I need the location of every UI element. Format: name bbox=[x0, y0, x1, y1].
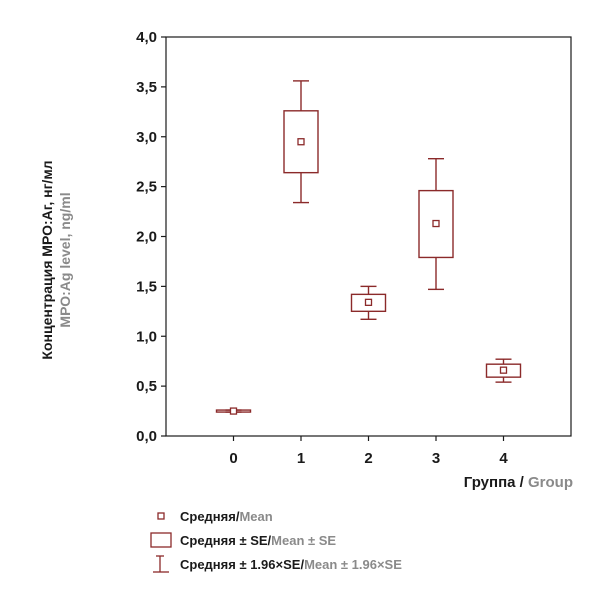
x-tick-label: 2 bbox=[364, 450, 372, 467]
legend-label-ru: Средняя bbox=[180, 508, 236, 524]
mean-marker bbox=[364, 298, 373, 306]
x-tick-label: 4 bbox=[499, 450, 508, 467]
legend-item-se: Средняя ± SE / Mean ± SE bbox=[148, 528, 402, 552]
legend-item-ci: Средняя ± 1.96×SE / Mean ± 1.96×SE bbox=[148, 552, 402, 576]
se-box bbox=[418, 189, 454, 259]
x-axis-label-sep: / bbox=[515, 474, 528, 491]
x-axis-label-en: Group bbox=[528, 474, 573, 491]
se-box bbox=[485, 363, 522, 378]
se-box bbox=[283, 110, 319, 174]
y-tick-label: 2,5 bbox=[136, 179, 157, 196]
x-tick-label: 1 bbox=[297, 450, 305, 467]
y-tick-label: 0,5 bbox=[136, 378, 157, 395]
mean-marker bbox=[229, 407, 238, 415]
legend-label-en: Mean ± SE bbox=[271, 532, 337, 548]
mean-marker bbox=[297, 138, 305, 146]
mean-marker bbox=[499, 366, 508, 374]
se-box-icon bbox=[150, 532, 172, 548]
y-tick-label: 1,5 bbox=[136, 278, 157, 295]
se-box bbox=[350, 293, 387, 313]
y-axis-label-en: МРО:Ag level, ng/ml bbox=[57, 192, 73, 327]
legend-label-sep: / bbox=[300, 556, 305, 572]
legend-label-en: Mean bbox=[239, 508, 273, 524]
y-tick-label: 3,0 bbox=[136, 129, 157, 146]
legend-item-mean: Средняя / Mean bbox=[148, 504, 402, 528]
legend-label-sep: / bbox=[235, 508, 240, 524]
x-axis-label-ru: Группа bbox=[464, 474, 516, 491]
y-tick-label: 3,5 bbox=[136, 79, 157, 96]
x-tick-label: 0 bbox=[229, 450, 237, 467]
y-tick-label: 2,0 bbox=[136, 229, 157, 246]
legend-label-ru: Средняя ± SE bbox=[180, 532, 268, 548]
ci-whisker-icon bbox=[153, 555, 169, 573]
legend: Средняя / Mean Средняя ± SE / Mean ± SE … bbox=[148, 504, 402, 576]
x-axis-label: Группа / Group bbox=[464, 474, 573, 491]
y-tick-label: 1,0 bbox=[136, 328, 157, 345]
box-plot-chart: 0,0 0,5 1,0 1,5 2,0 2,5 3,0 3,5 4,0 0 1 2 3 4 Концент… bbox=[39, 29, 573, 491]
legend-label-ru: Средняя ± 1.96×SE bbox=[180, 556, 301, 572]
y-tick-label: 0,0 bbox=[136, 428, 157, 445]
mean-marker-icon bbox=[157, 512, 165, 520]
mean-marker bbox=[432, 219, 440, 228]
y-axis-label-ru: Концентрация МРО:Аг, нг/мл bbox=[39, 160, 55, 359]
y-tick-label: 4,0 bbox=[136, 29, 157, 46]
legend-label-sep: / bbox=[267, 532, 272, 548]
x-tick-label: 3 bbox=[432, 450, 440, 467]
plot-frame bbox=[165, 36, 572, 437]
legend-label-en: Mean ± 1.96×SE bbox=[304, 556, 402, 572]
